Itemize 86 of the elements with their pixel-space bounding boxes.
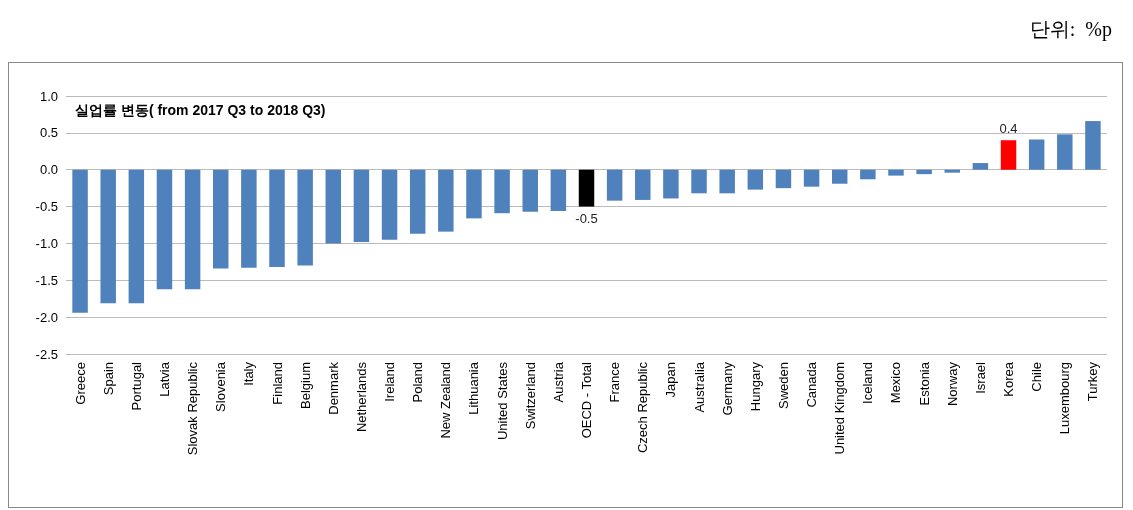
- x-tick-label: United Kingdom: [832, 362, 848, 455]
- y-tick-label: -2.0: [35, 309, 58, 325]
- x-tick-label: Finland: [269, 362, 285, 405]
- x-tick-label: OECD - Total: [579, 361, 594, 439]
- x-tick-label: Slovak Republic: [185, 361, 201, 456]
- bar: [184, 169, 201, 290]
- data-label: 0.4: [999, 121, 1018, 137]
- x-tick-label: Netherlands: [353, 361, 369, 433]
- x-tick-label: Slovenia: [213, 361, 229, 412]
- bar: [241, 169, 257, 268]
- bar: [944, 169, 960, 173]
- x-tick-label: Turkey: [1085, 361, 1101, 402]
- bar: [100, 169, 116, 304]
- bar: [635, 169, 651, 200]
- bar: [466, 169, 482, 219]
- bar: [578, 169, 595, 207]
- x-tick-label: Poland: [410, 362, 426, 403]
- y-tick-label: -0.5: [35, 199, 58, 215]
- bar: [888, 169, 904, 176]
- x-tick-label: Estonia: [916, 361, 932, 406]
- x-tick-label: Latvia: [156, 361, 172, 397]
- bar: [297, 169, 313, 266]
- x-tick-label: Denmark: [325, 361, 341, 415]
- bar: [691, 169, 707, 194]
- bar: [747, 169, 764, 190]
- y-tick-label: 1.0: [39, 88, 58, 104]
- x-tick-label: Luxembourg: [1057, 362, 1073, 435]
- y-tick-label: -1.0: [35, 235, 58, 251]
- chart-title: 실업률 변동( from 2017 Q3 to 2018 Q3): [75, 102, 326, 118]
- x-tick-label: Belgium: [297, 362, 313, 409]
- bar: [606, 169, 623, 201]
- bar: [494, 169, 510, 214]
- x-tick-label: Lithuania: [466, 361, 482, 415]
- bar: [550, 169, 567, 211]
- bar: [269, 169, 285, 268]
- x-tick-label: Korea: [1001, 361, 1017, 397]
- bar: [156, 169, 173, 290]
- bar: [409, 169, 426, 234]
- bar: [1085, 121, 1101, 170]
- y-tick-label: -2.5: [35, 346, 58, 362]
- bar: [1000, 140, 1017, 170]
- x-tick-label: France: [607, 362, 623, 403]
- x-tick-label: Australia: [691, 361, 707, 413]
- x-tick-label: Czech Republic: [635, 361, 651, 454]
- x-tick-label: Greece: [72, 362, 88, 405]
- bar: [72, 169, 88, 313]
- bar: [381, 169, 398, 240]
- x-tick-label: Japan: [663, 362, 679, 398]
- bar: [972, 163, 989, 170]
- y-tick-label: -1.5: [35, 272, 58, 288]
- bar: [1028, 139, 1045, 170]
- bar: [325, 169, 342, 244]
- x-tick-label: Ireland: [382, 362, 398, 402]
- bar: [128, 169, 145, 304]
- y-tick-label: 0.0: [39, 162, 58, 178]
- x-tick-label: Portugal: [128, 361, 144, 411]
- bar: [213, 169, 229, 269]
- x-tick-label: Chile: [1029, 362, 1045, 392]
- x-tick-label: Norway: [944, 361, 960, 407]
- bar: [1057, 134, 1073, 170]
- y-tick-label: 0.5: [39, 125, 58, 141]
- bar: [353, 169, 370, 242]
- x-tick-label: Italy: [241, 361, 257, 386]
- data-label: -0.5: [575, 210, 598, 226]
- x-tick-label: Austria: [550, 361, 566, 403]
- x-tick-label: Sweden: [775, 362, 791, 409]
- x-tick-label: Germany: [719, 361, 735, 416]
- x-tick-label: Mexico: [888, 362, 904, 404]
- x-tick-label: Switzerland: [522, 362, 538, 430]
- x-tick-label: Iceland: [860, 362, 876, 404]
- bar: [522, 169, 538, 212]
- x-tick-label: United States: [494, 361, 510, 441]
- bar: [916, 169, 932, 175]
- bar: [663, 169, 679, 199]
- bar: [831, 169, 848, 184]
- bar: [860, 169, 876, 180]
- x-tick-label: New Zealand: [438, 362, 454, 439]
- x-tick-label: Israel: [972, 361, 988, 394]
- bar: [438, 169, 454, 232]
- bar: [803, 169, 820, 187]
- bar: [719, 169, 735, 194]
- text: 단위: %p: [1029, 18, 1112, 41]
- x-tick-label: Canada: [804, 361, 820, 408]
- x-tick-label: Hungary: [747, 361, 763, 412]
- bar: [775, 169, 792, 189]
- x-tick-label: Spain: [100, 362, 116, 396]
